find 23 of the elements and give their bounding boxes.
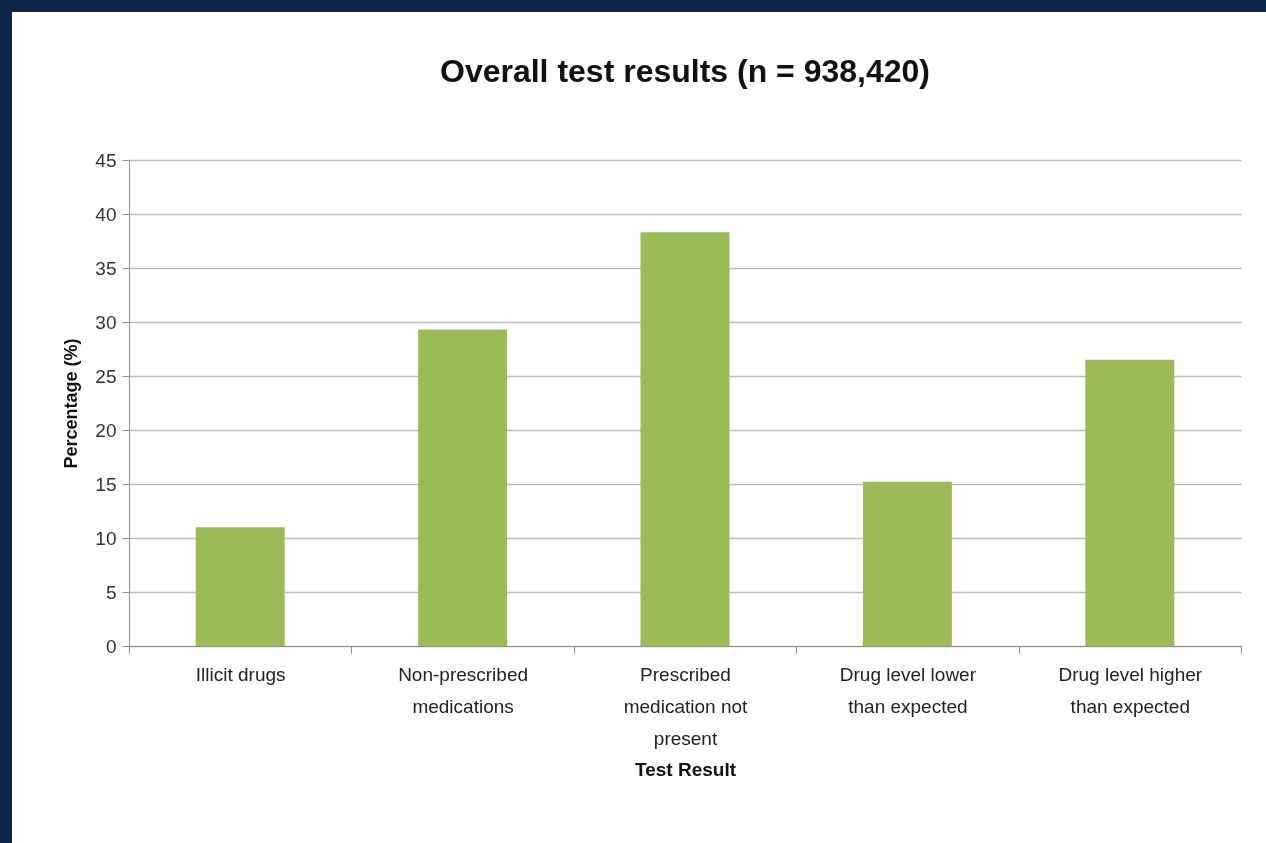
- x-tick-label: Prescribed medication not present: [623, 663, 749, 749]
- x-axis-title: Test Result: [634, 758, 737, 780]
- y-tick-label: 45: [95, 149, 117, 171]
- bar: [195, 527, 285, 646]
- y-tick-label: 30: [95, 311, 117, 333]
- x-tick-label: Drug level higher than expected: [1058, 663, 1203, 717]
- bar: [418, 329, 508, 646]
- x-tick-label: Drug level lower than expected: [839, 663, 977, 717]
- x-tick-label: Non-prescribed medications: [398, 663, 529, 717]
- bar: [1085, 359, 1175, 646]
- y-tick-label: 35: [95, 257, 117, 279]
- x-tick-label: Illicit drugs: [195, 663, 286, 685]
- y-axis-title: Percentage (%): [61, 338, 82, 469]
- y-tick-label: 15: [95, 473, 117, 495]
- y-tick-label: 5: [105, 581, 117, 603]
- y-tick-label: 25: [95, 365, 117, 387]
- bar: [640, 232, 730, 646]
- chart-title: Overall test results (n = 938,420): [439, 53, 931, 89]
- y-tick-label: 20: [95, 419, 117, 441]
- y-tick-label: 10: [95, 527, 117, 549]
- y-tick-label: 40: [95, 203, 117, 225]
- y-tick-label: 0: [105, 635, 117, 657]
- bar: [862, 481, 952, 646]
